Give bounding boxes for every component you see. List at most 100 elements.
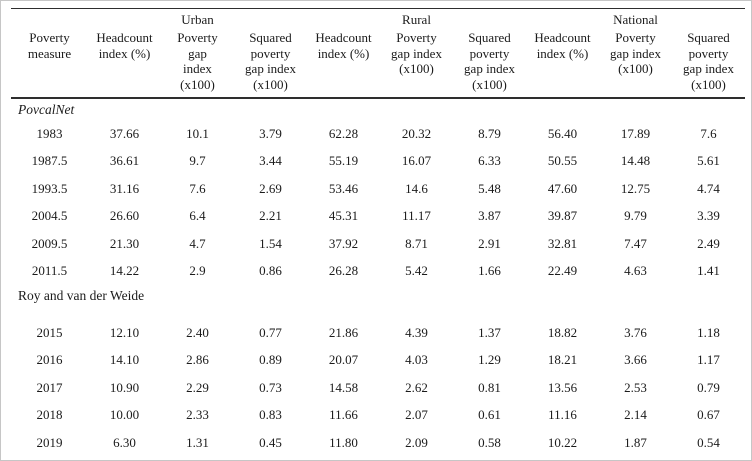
- cell-value: 8.79: [478, 125, 501, 141]
- table-row: 2019 6.30 1.31 0.45 11.80 2.09 0.58 10.22 1.87 0.…: [11, 429, 745, 457]
- cell-value: 1.66: [478, 263, 501, 279]
- cell-value: 14.6: [405, 180, 428, 196]
- cell-value: 18.21: [547, 352, 578, 368]
- column-group-spacer: [307, 9, 380, 31]
- cell-value: 11.16: [548, 407, 577, 423]
- column-header: Poverty gap index (x100): [177, 30, 218, 92]
- column-group-spacer: [526, 9, 599, 31]
- cell-value: 14.58: [328, 379, 359, 395]
- cell-value: 11.66: [329, 407, 358, 423]
- cell-value: 50.55: [547, 153, 578, 169]
- row-label-year: 2015: [36, 324, 63, 340]
- cell-value: 1.29: [478, 352, 501, 368]
- cell-value: 47.60: [547, 180, 578, 196]
- cell-value: 5.42: [405, 263, 428, 279]
- table-row: 1987.5 36.61 9.7 3.44 55.19 16.07 6.33 50.55 14.…: [11, 148, 745, 176]
- cell-value: 0.86: [259, 263, 282, 279]
- column-header: Squared poverty gap index (x100): [245, 30, 296, 92]
- cell-value: 2.53: [624, 379, 647, 395]
- column-group-spacer: [234, 9, 307, 31]
- column-group-label: National: [613, 12, 658, 27]
- cell-value: 3.66: [624, 352, 647, 368]
- column-header: Headcount index (%): [315, 30, 372, 61]
- cell-value: 0.79: [697, 379, 720, 395]
- cell-value: 45.31: [328, 208, 359, 224]
- cell-value: 4.03: [405, 352, 428, 368]
- cell-value: 10.00: [109, 407, 140, 423]
- cell-value: 2.69: [259, 180, 282, 196]
- cell-value: 53.46: [328, 180, 359, 196]
- column-group-spacer: [88, 9, 161, 31]
- cell-value: 1.87: [624, 434, 647, 450]
- cell-value: 4.39: [405, 324, 428, 340]
- cell-value: 10.90: [109, 379, 140, 395]
- cell-value: 56.40: [547, 125, 578, 141]
- cell-value: 2.14: [624, 407, 647, 423]
- cell-value: 2.62: [405, 379, 428, 395]
- cell-value: 6.33: [478, 153, 501, 169]
- column-group-spacer: [11, 9, 88, 31]
- cell-value: 1.18: [697, 324, 720, 340]
- column-header: Headcount index (%): [96, 30, 153, 61]
- cell-value: 14.22: [109, 263, 140, 279]
- cell-value: 0.54: [697, 434, 720, 450]
- row-label-year: 2011.5: [31, 263, 68, 279]
- table-row: 2009.5 21.30 4.7 1.54 37.92 8.71 2.91 32.81 7.47…: [11, 230, 745, 258]
- cell-value: 3.44: [259, 153, 282, 169]
- row-label-year: 1987.5: [31, 153, 68, 169]
- table-row: 2017 10.90 2.29 0.73 14.58 2.62 0.81 13.56 2.53 0…: [11, 374, 745, 402]
- row-label-year: 2019: [36, 434, 63, 450]
- cell-value: 0.83: [259, 407, 282, 423]
- table-header: Urban Rural National Poverty measure Headcou…: [11, 8, 745, 98]
- cell-value: 26.60: [109, 208, 140, 224]
- cell-value: 0.73: [259, 379, 282, 395]
- column-group-label: Rural: [402, 12, 431, 27]
- cell-value: 1.41: [697, 263, 720, 279]
- cell-value: 0.89: [259, 352, 282, 368]
- cell-value: 0.45: [259, 434, 282, 450]
- cell-value: 36.61: [109, 153, 140, 169]
- cell-value: 5.61: [697, 153, 720, 169]
- cell-value: 11.80: [329, 434, 358, 450]
- cell-value: 37.66: [109, 125, 140, 141]
- cell-value: 21.30: [109, 235, 140, 251]
- cell-value: 10.22: [547, 434, 578, 450]
- cell-value: 0.67: [697, 407, 720, 423]
- table-body: PovcalNet 1983 37.66 10.1 3.79 62.28 20.32 8.79…: [11, 98, 745, 457]
- row-label-year: 1993.5: [31, 180, 68, 196]
- cell-value: 39.87: [547, 208, 578, 224]
- cell-value: 21.86: [328, 324, 359, 340]
- cell-value: 9.79: [624, 208, 647, 224]
- table-row: 2015 12.10 2.40 0.77 21.86 4.39 1.37 18.82 3.76 1…: [11, 319, 745, 347]
- cell-value: 31.16: [109, 180, 140, 196]
- cell-value: 32.81: [547, 235, 578, 251]
- cell-value: 22.49: [547, 263, 578, 279]
- column-group-spacer: [453, 9, 526, 31]
- cell-value: 0.81: [478, 379, 501, 395]
- column-header: Poverty gap index (x100): [610, 30, 661, 76]
- table-row: 1993.5 31.16 7.6 2.69 53.46 14.6 5.48 47.60 12.7…: [11, 175, 745, 203]
- table-row: 2011.5 14.22 2.9 0.86 26.28 5.42 1.66 22.49 4.63…: [11, 258, 745, 286]
- column-header: Poverty gap index (x100): [391, 30, 442, 76]
- cell-value: 5.48: [478, 180, 501, 196]
- cell-value: 18.82: [547, 324, 578, 340]
- cell-value: 2.29: [186, 379, 209, 395]
- cell-value: 26.28: [328, 263, 359, 279]
- table-row: 1983 37.66 10.1 3.79 62.28 20.32 8.79 56.40 17.8…: [11, 120, 745, 148]
- table-row: 2004.5 26.60 6.4 2.21 45.31 11.17 3.87 39.87 9.7…: [11, 203, 745, 231]
- column-header: Headcount index (%): [534, 30, 591, 61]
- cell-value: 20.32: [401, 125, 432, 141]
- cell-value: 8.71: [405, 235, 428, 251]
- column-header: Squared poverty gap index (x100): [464, 30, 515, 92]
- cell-value: 3.79: [259, 125, 282, 141]
- cell-value: 0.61: [478, 407, 501, 423]
- column-header: Poverty measure: [27, 30, 72, 61]
- cell-value: 12.75: [620, 180, 651, 196]
- cell-value: 3.39: [697, 208, 720, 224]
- column-header: Squared poverty gap index (x100): [683, 30, 734, 92]
- cell-value: 6.4: [189, 208, 206, 224]
- cell-value: 16.07: [401, 153, 432, 169]
- cell-value: 14.48: [620, 153, 651, 169]
- cell-value: 17.89: [620, 125, 651, 141]
- section-title: PovcalNet: [18, 101, 75, 117]
